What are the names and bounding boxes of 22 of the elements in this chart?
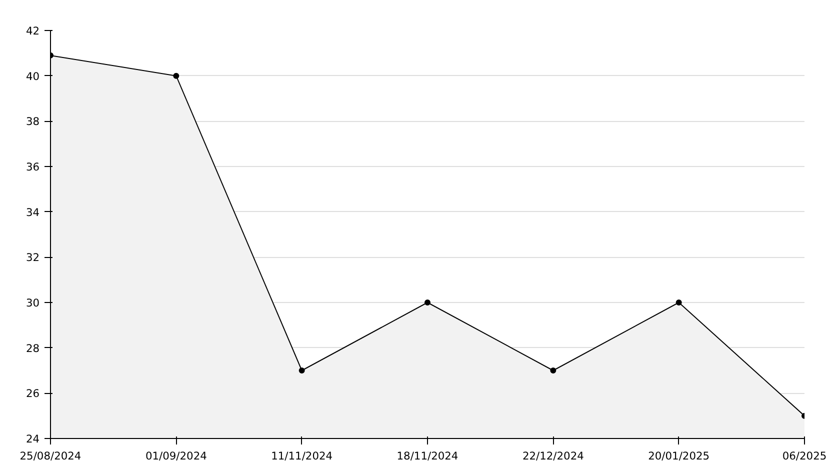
y-tick-label: 32 <box>26 251 40 264</box>
point <box>424 300 430 306</box>
y-tick-label: 42 <box>26 24 40 38</box>
point <box>173 72 180 79</box>
y-tick-label: 26 <box>26 387 40 400</box>
x-tick-label: 01/09/2024 <box>145 450 208 462</box>
x-tick-label: 11/11/2024 <box>271 450 333 462</box>
y-tick-label: 34 <box>26 206 40 219</box>
y-tick-label: 36 <box>26 160 40 174</box>
y-tick-label: 24 <box>26 432 40 446</box>
y-tick-label: 40 <box>26 70 40 83</box>
x-tick-label: 22/12/2024 <box>522 450 584 462</box>
point <box>298 368 305 374</box>
x-tick-label: 18/11/2024 <box>396 450 458 462</box>
x-tick-label: 20/01/2025 <box>648 450 710 462</box>
x-tick-label: 06/2025 <box>782 450 827 462</box>
point <box>550 368 556 374</box>
y-tick-label: 30 <box>26 296 40 310</box>
y-tick-label: 38 <box>26 115 40 128</box>
y-tick-label: 28 <box>26 342 40 355</box>
x-tick-label: 25/08/2024 <box>20 450 82 462</box>
point <box>676 300 682 306</box>
